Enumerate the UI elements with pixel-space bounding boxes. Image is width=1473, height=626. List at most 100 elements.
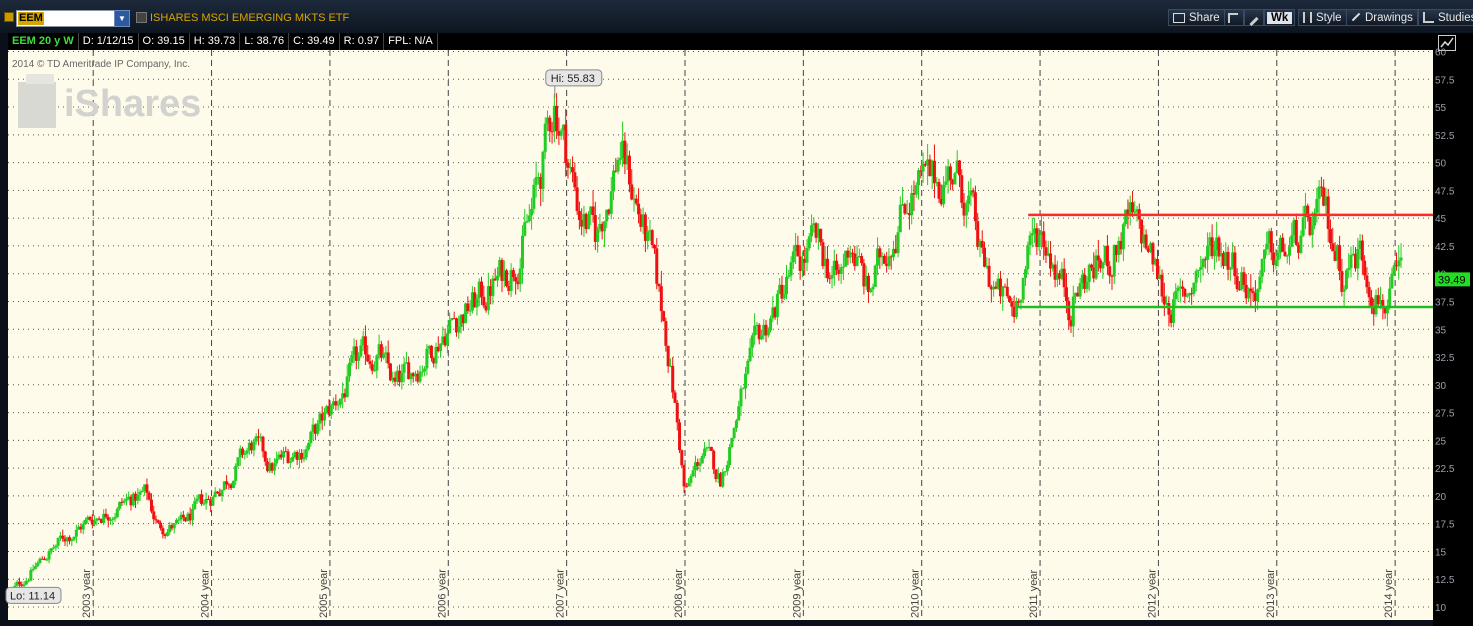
y-axis-ticks: 1012.51517.52022.52527.53032.53537.54042… xyxy=(1435,48,1455,615)
candle-body xyxy=(825,258,829,279)
symbol-text: EEM xyxy=(18,12,44,25)
candle-body xyxy=(441,336,445,344)
candle-body xyxy=(109,520,113,522)
candle-body xyxy=(200,494,204,504)
candle-body xyxy=(1303,205,1307,218)
candle-body xyxy=(757,324,761,340)
candle-body xyxy=(1017,301,1021,303)
x-tick-label: 2009 year xyxy=(791,569,803,618)
candle-body xyxy=(648,230,652,232)
candle-body xyxy=(819,228,823,243)
candle-body xyxy=(1178,286,1182,288)
crosshair-button[interactable] xyxy=(1224,9,1244,26)
candle-body xyxy=(111,518,115,521)
candle-body xyxy=(837,269,841,274)
candle-body xyxy=(983,247,987,267)
candle-body xyxy=(454,318,458,333)
candle-body xyxy=(316,423,320,434)
candle-body xyxy=(250,442,254,451)
candle-body xyxy=(1001,286,1005,297)
candle-body xyxy=(785,276,789,295)
y-tick-label: 35 xyxy=(1435,325,1447,336)
style-button[interactable]: Style xyxy=(1298,9,1347,26)
grid-icon[interactable] xyxy=(4,12,14,22)
timeframe-button[interactable]: Wk xyxy=(1264,9,1296,26)
symbol-link-icon[interactable] xyxy=(136,12,147,23)
candle-body xyxy=(234,465,238,481)
candle-body xyxy=(163,534,167,536)
candle-body xyxy=(1294,219,1298,245)
y-tick-label: 15 xyxy=(1435,547,1447,558)
candle-body xyxy=(719,473,722,487)
candle-body xyxy=(650,230,654,246)
candle-body xyxy=(36,562,40,567)
candle-body xyxy=(705,447,709,449)
candle-body xyxy=(1331,243,1335,252)
candle-body xyxy=(147,492,151,500)
studies-label: Studies xyxy=(1438,12,1473,24)
candle-body xyxy=(607,209,611,214)
style-label: Style xyxy=(1316,12,1342,24)
candle-body xyxy=(411,373,415,377)
candle-body xyxy=(682,465,686,487)
x-tick-label: 2011 year xyxy=(1028,570,1040,618)
candle-body xyxy=(600,223,604,232)
candle-body xyxy=(138,491,142,495)
candle-body xyxy=(334,401,338,406)
candle-body xyxy=(573,172,577,188)
chart-mode-icon[interactable] xyxy=(1438,35,1456,51)
candle-body xyxy=(304,449,308,458)
candle-body xyxy=(605,209,609,222)
candle-body xyxy=(297,452,301,460)
symbol-input[interactable]: EEM ▼ xyxy=(16,10,130,27)
candle-body xyxy=(1256,289,1260,302)
candle-body xyxy=(407,362,411,380)
candle-body xyxy=(450,318,454,320)
candle-body xyxy=(20,584,24,587)
candle-body xyxy=(357,356,361,361)
candle-body xyxy=(948,166,952,180)
candle-body xyxy=(186,513,190,522)
drawings-button[interactable]: Drawings xyxy=(1346,9,1418,26)
candle-body xyxy=(1231,252,1235,268)
candle-body xyxy=(898,204,902,233)
candle-body xyxy=(388,363,392,381)
candle-body xyxy=(652,245,656,249)
candle-body xyxy=(771,307,775,319)
candle-body xyxy=(1042,231,1046,248)
candle-body xyxy=(1342,288,1346,292)
candle-body xyxy=(131,493,135,506)
candle-body xyxy=(1187,293,1191,296)
candle-body xyxy=(320,413,324,421)
candle-body xyxy=(436,346,440,352)
candle-body xyxy=(156,520,160,523)
candle-body xyxy=(575,187,579,212)
studies-button[interactable]: Studies xyxy=(1418,9,1473,26)
candle-body xyxy=(489,286,493,296)
candle-body xyxy=(523,222,527,236)
candle-body xyxy=(1315,198,1319,213)
plot-background xyxy=(8,50,1433,620)
candle-body xyxy=(1347,268,1351,271)
candle-body xyxy=(231,480,235,488)
candle-body xyxy=(409,373,413,380)
candle-body xyxy=(630,184,634,200)
candle-body xyxy=(1333,251,1337,261)
candle-body xyxy=(1126,209,1130,215)
candle-body xyxy=(1185,295,1189,297)
top-toolbar: EEM ▼ ISHARES MSCI EMERGING MKTS ETF Sha… xyxy=(0,0,1473,34)
candle-body xyxy=(589,206,593,215)
settings-button[interactable] xyxy=(1244,9,1264,27)
candle-body xyxy=(625,155,629,165)
candle-body xyxy=(739,388,743,407)
chevron-down-icon[interactable]: ▼ xyxy=(114,10,130,27)
candle-body xyxy=(518,268,522,285)
candle-body xyxy=(327,406,331,415)
share-label: Share xyxy=(1189,12,1220,24)
candle-body xyxy=(737,406,741,421)
candle-body xyxy=(1165,303,1169,305)
candle-body xyxy=(286,451,290,463)
candle-body xyxy=(967,195,971,205)
candle-body xyxy=(261,436,265,452)
